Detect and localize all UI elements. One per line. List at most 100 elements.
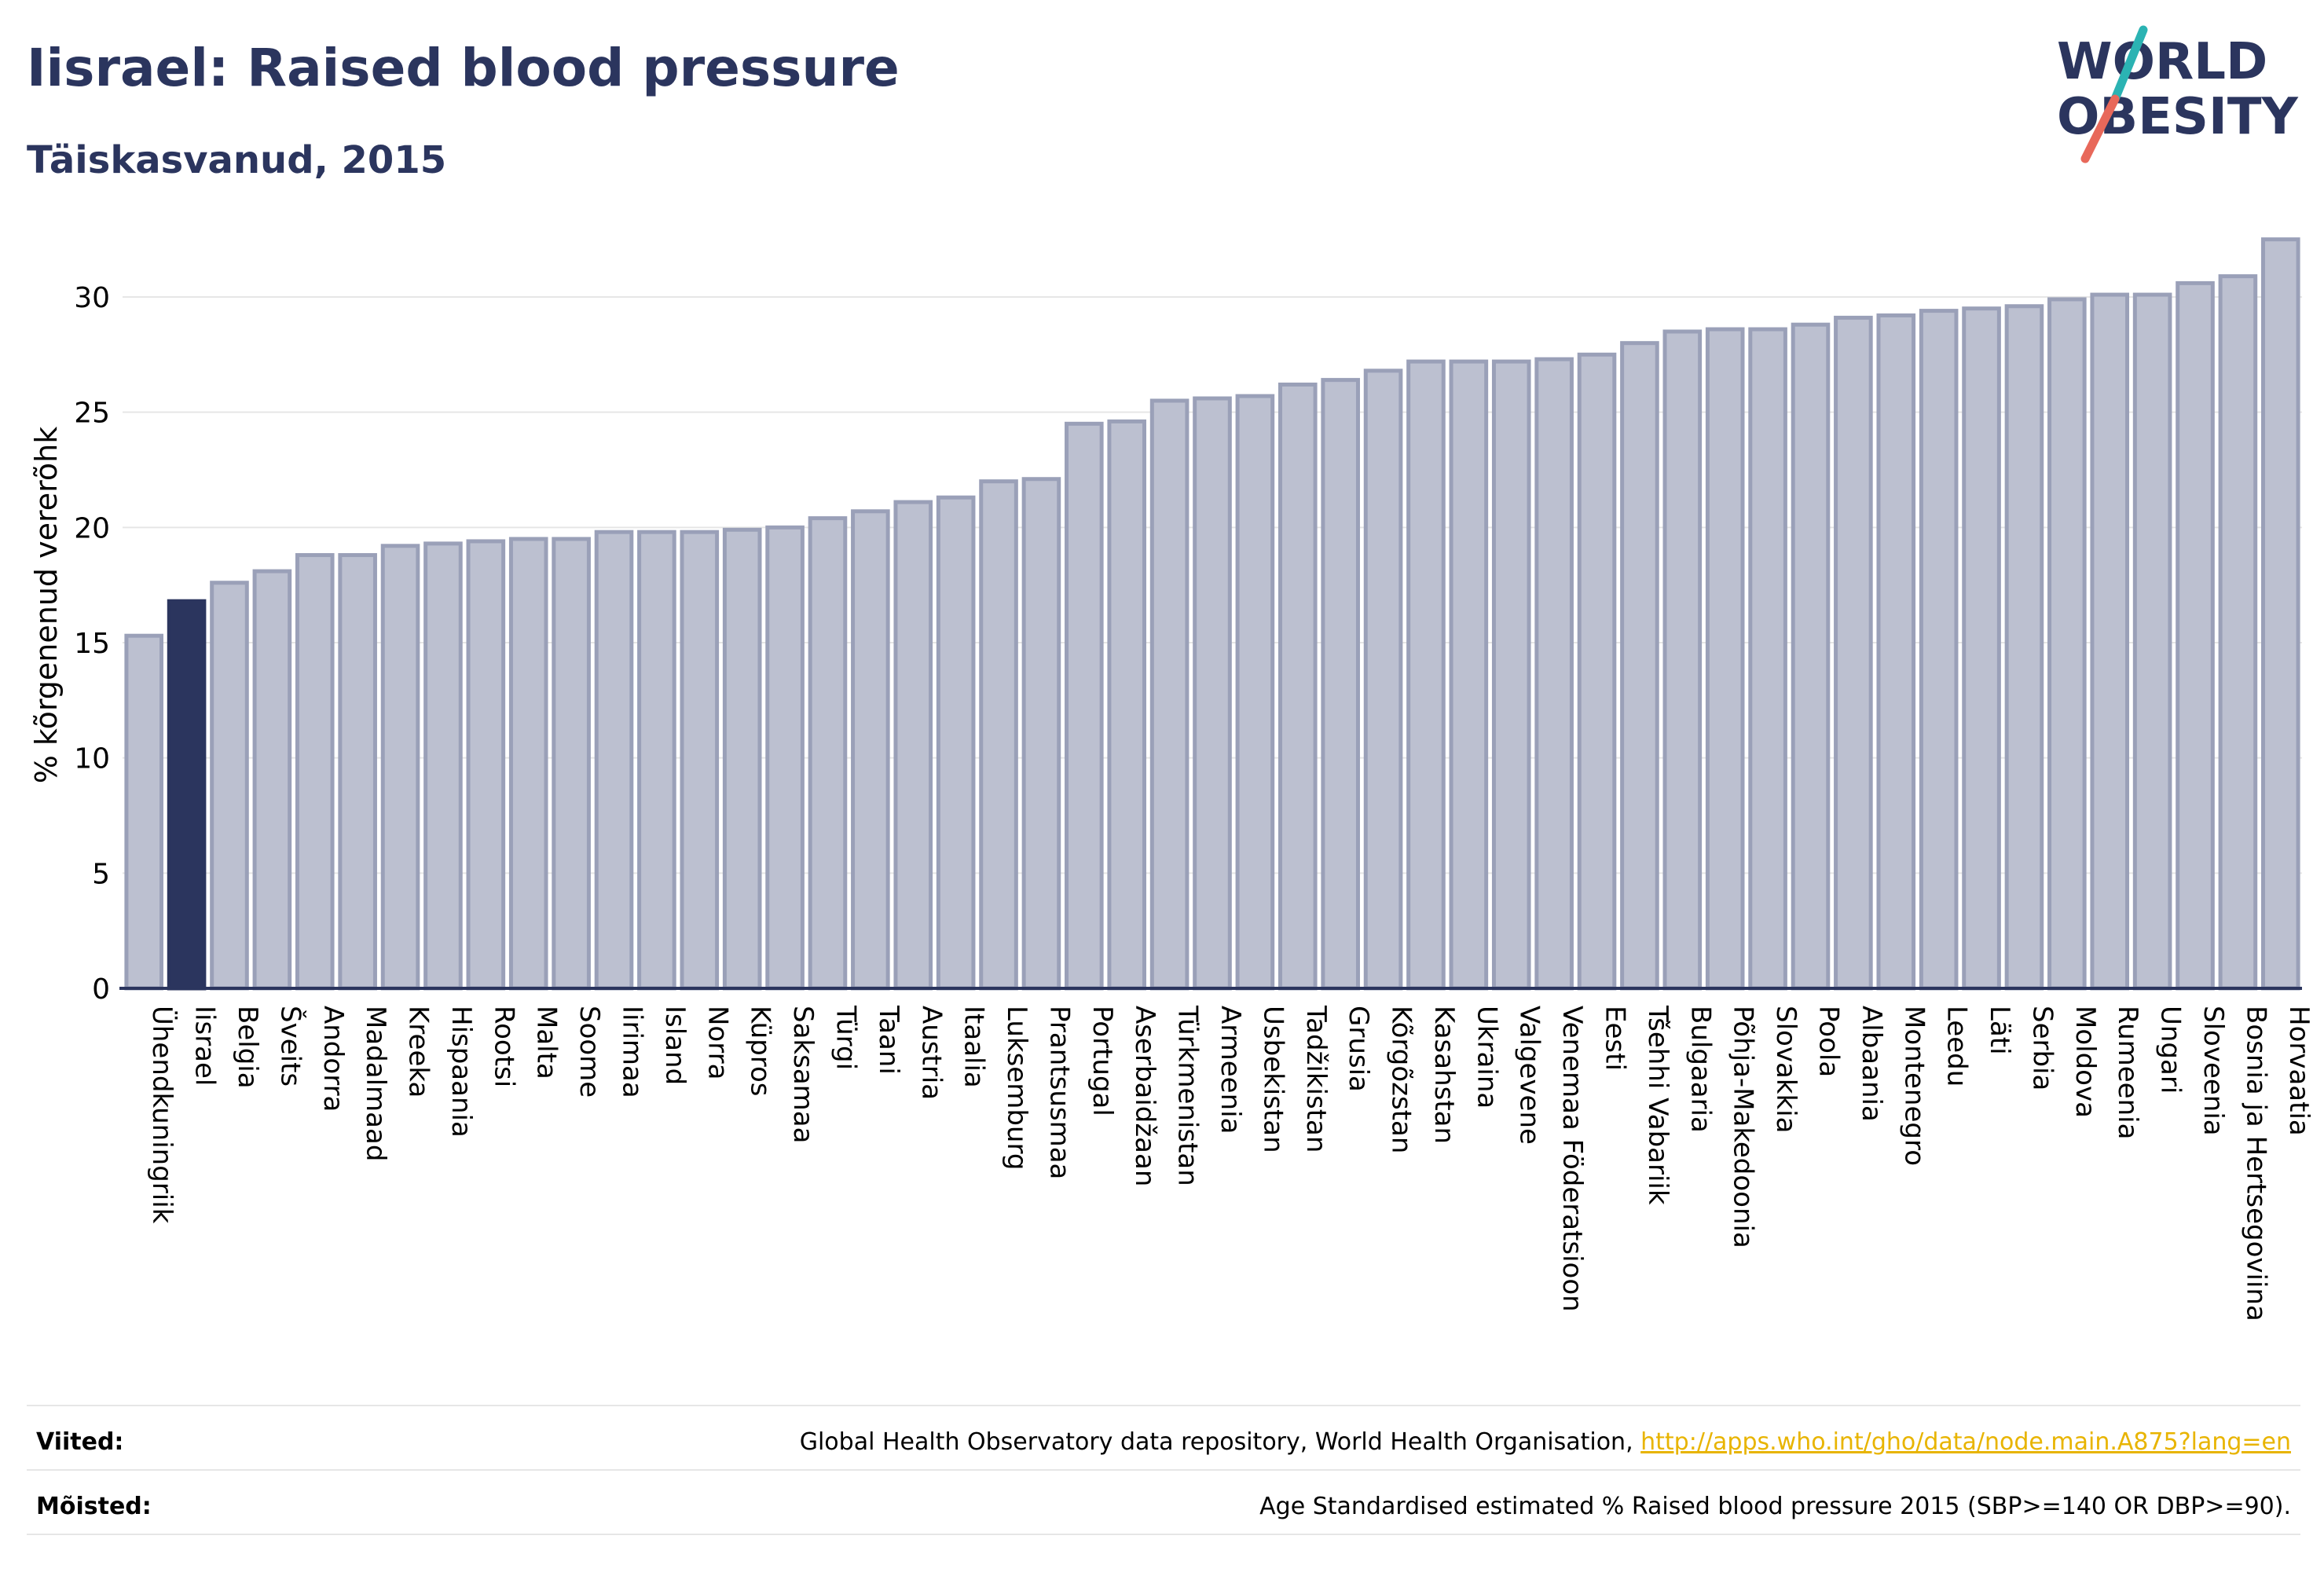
bars bbox=[124, 237, 2300, 991]
bar-serbia bbox=[2004, 304, 2044, 991]
x-tick-label: Malta bbox=[531, 1006, 563, 1079]
y-axis-label: % kõrgenenud vererõhk bbox=[29, 427, 64, 784]
bar-valgevene bbox=[1491, 359, 1531, 991]
bar-portugal bbox=[1065, 421, 1104, 991]
x-tick-label: Albaania bbox=[1856, 1006, 1887, 1122]
bar-bulgaaria bbox=[1662, 329, 1703, 991]
x-tick-label: Bulgaaria bbox=[1684, 1006, 1716, 1133]
x-tick-label: Horvaatia bbox=[2283, 1006, 2315, 1136]
bar-taani bbox=[851, 509, 890, 991]
y-tick-label: 30 bbox=[74, 282, 110, 314]
sources-text: Global Health Observatory data repositor… bbox=[800, 1428, 2291, 1456]
x-tick-label: Kasahstan bbox=[1428, 1006, 1460, 1144]
x-tick-label: Rumeenia bbox=[2112, 1006, 2143, 1139]
x-tick-label: Moldova bbox=[2069, 1006, 2101, 1118]
x-tick-label: Serbia bbox=[2026, 1006, 2058, 1090]
x-tick-label: Luksemburg bbox=[1001, 1006, 1032, 1170]
bar-k-rg-zstan bbox=[1363, 368, 1403, 991]
page-title: Iisrael: Raised blood pressure bbox=[27, 38, 900, 98]
x-tick-label: Venemaa Föderatsioon bbox=[1556, 1006, 1588, 1312]
bar--hendkuningriik bbox=[124, 633, 163, 991]
bar-kreeka bbox=[380, 544, 420, 991]
definitions-text: Age Standardised estimated % Raised bloo… bbox=[1259, 1493, 2291, 1520]
x-tick-label: Põhja-Makedoonia bbox=[1728, 1006, 1759, 1248]
bar-moldova bbox=[2047, 297, 2087, 991]
bar-prantsusmaa bbox=[1021, 477, 1061, 991]
x-tick-label: Portugal bbox=[1087, 1006, 1118, 1116]
footer-divider-middle bbox=[27, 1469, 2300, 1471]
bar-albaania bbox=[1834, 315, 1873, 991]
bar-malta bbox=[508, 537, 548, 991]
x-tick-label: Rootsi bbox=[488, 1006, 519, 1087]
bar-slovakkia bbox=[1748, 327, 1787, 991]
x-tick-label: Grusia bbox=[1343, 1006, 1374, 1092]
x-tick-label: Aserbaidžaan bbox=[1129, 1006, 1160, 1186]
x-tick-label: Šveits bbox=[274, 1006, 306, 1087]
logo-slash-bottom bbox=[2080, 94, 2120, 163]
page-subtitle: Täiskasvanud, 2015 bbox=[27, 138, 447, 182]
x-tick-label: Tadžikistan bbox=[1300, 1005, 1332, 1153]
x-tick-label: Prantsusmaa bbox=[1043, 1006, 1075, 1179]
x-tick-label: Taani bbox=[873, 1005, 904, 1075]
x-tick-label: Eesti bbox=[1600, 1006, 1631, 1071]
x-tick-label: Saksamaa bbox=[787, 1006, 819, 1143]
x-tick-label: Usbekistan bbox=[1257, 1006, 1288, 1153]
y-tick-label: 25 bbox=[74, 398, 110, 430]
bar-saksamaa bbox=[765, 525, 805, 991]
world-obesity-logo: WORLD OBESITY bbox=[2057, 25, 2298, 163]
x-tick-label: Leedu bbox=[1941, 1006, 1973, 1087]
x-tick-label: Küpros bbox=[745, 1006, 776, 1096]
x-tick-label: Island bbox=[659, 1006, 691, 1085]
bar-itaalia bbox=[936, 495, 976, 991]
x-tick-label: Türkmenistan bbox=[1172, 1005, 1204, 1186]
bar-tad-ikistan bbox=[1277, 382, 1318, 991]
x-tick-label: Ukraina bbox=[1471, 1006, 1502, 1109]
x-tick-label: Madalmaad bbox=[360, 1006, 391, 1161]
bar-luksemburg bbox=[979, 479, 1018, 991]
bar-kasahstan bbox=[1406, 359, 1446, 991]
y-tick-label: 15 bbox=[74, 628, 110, 660]
x-tick-label: Valgevene bbox=[1514, 1006, 1545, 1145]
bar-iirimaa bbox=[594, 530, 634, 991]
x-tick-label: Ungari bbox=[2155, 1006, 2187, 1094]
x-tick-label: Andorra bbox=[317, 1006, 349, 1112]
x-tick-label: Tšehhi Vabariik bbox=[1642, 1005, 1673, 1205]
bar-sloveenia bbox=[2176, 280, 2215, 991]
bar-p-hja-makedoonia bbox=[1705, 327, 1745, 991]
bar-island bbox=[637, 530, 676, 991]
bar-rumeenia bbox=[2090, 292, 2130, 991]
bar-k-pros bbox=[722, 527, 762, 991]
bar-belgia bbox=[210, 581, 249, 991]
x-tick-label: Läti bbox=[1984, 1006, 2015, 1055]
bar-horvaatia bbox=[2261, 237, 2300, 991]
bar-chart: 0 5 10 15 20 25 30 Ühendkuningriik Iisrael Belgi… bbox=[29, 237, 2315, 1321]
sources-link[interactable]: http://apps.who.int/gho/data/node.main.A… bbox=[1640, 1428, 2291, 1456]
x-tick-label: Türgi bbox=[830, 1005, 861, 1070]
x-tick-label: Hispaania bbox=[445, 1006, 477, 1138]
x-tick-label: Soome bbox=[574, 1006, 605, 1098]
x-tick-label: Austria bbox=[915, 1006, 947, 1100]
bar-poola bbox=[1791, 322, 1831, 991]
x-tick-label: Belgia bbox=[232, 1006, 263, 1089]
x-tick-label: Kõrgõzstan bbox=[1386, 1006, 1417, 1153]
y-tick-labels: 0 5 10 15 20 25 30 bbox=[74, 282, 110, 1006]
x-tick-label: Iisrael bbox=[189, 1006, 221, 1086]
x-tick-label: Itaalia bbox=[959, 1006, 990, 1088]
x-tick-label: Poola bbox=[1813, 1006, 1844, 1077]
bar-iisrael bbox=[167, 599, 207, 991]
bar-norra bbox=[680, 530, 720, 991]
x-tick-label: Bosnia ja Hertsegoviina bbox=[2240, 1006, 2271, 1321]
bar-madalmaad bbox=[338, 553, 377, 991]
definitions-label: Mõisted: bbox=[36, 1493, 152, 1520]
bar-ungari bbox=[2132, 292, 2172, 991]
x-tick-label: Armeenia bbox=[1215, 1006, 1246, 1134]
y-tick-label: 0 bbox=[92, 973, 110, 1006]
bar-rootsi bbox=[466, 539, 506, 991]
bar--veits bbox=[252, 569, 292, 991]
bar-eesti bbox=[1577, 352, 1617, 991]
x-tick-labels: Ühendkuningriik Iisrael Belgia Šveits Andorr… bbox=[146, 1005, 2315, 1321]
bar-l-ti bbox=[1962, 306, 2001, 991]
bar-armeenia bbox=[1193, 396, 1232, 991]
bar-hispaania bbox=[423, 541, 463, 991]
bar-usbekistan bbox=[1235, 394, 1275, 991]
